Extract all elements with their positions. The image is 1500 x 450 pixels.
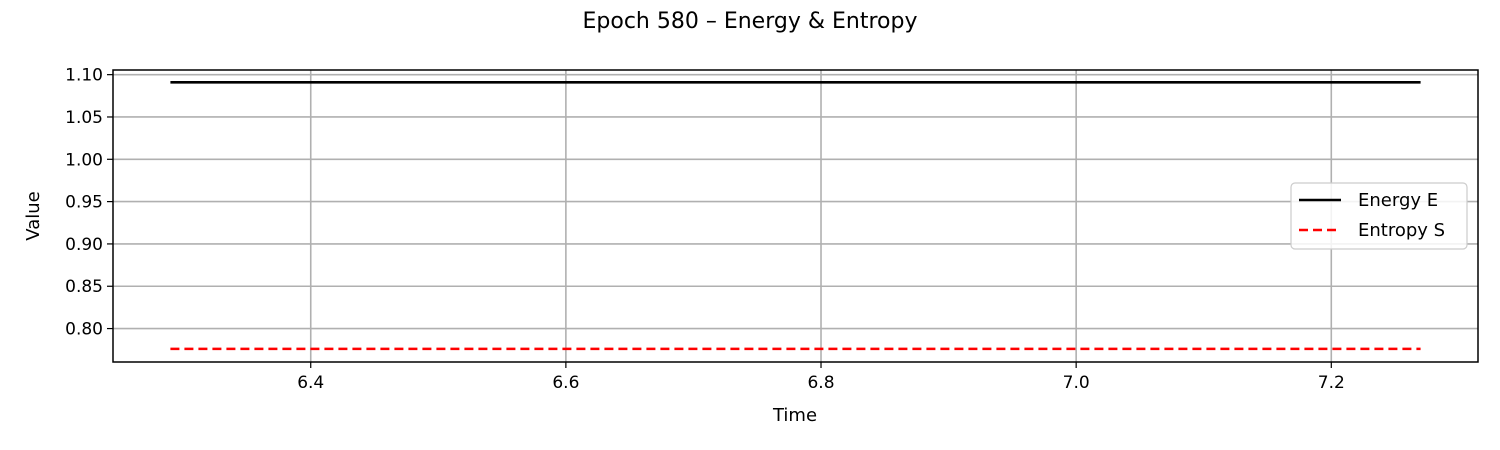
- y-tick-label: 1.00: [65, 150, 103, 170]
- legend-label: Energy E: [1358, 190, 1438, 211]
- y-tick-label: 0.85: [65, 277, 103, 297]
- y-tick-label: 0.90: [65, 235, 103, 255]
- x-axis-label: Time: [772, 405, 817, 426]
- y-axis-label: Value: [23, 191, 44, 240]
- series-layer: [170, 80, 1421, 351]
- y-tick-label: 1.05: [65, 108, 103, 128]
- y-axis: 0.80 0.85 0.90 0.95 1.00 1.05 1.10: [65, 66, 113, 340]
- x-tick-label: 7.2: [1318, 373, 1345, 393]
- legend: Energy E Entropy S: [1290, 182, 1468, 250]
- chart-title: Epoch 580 – Energy & Entropy: [583, 9, 918, 34]
- x-axis: 6.4 6.6 6.8 7.0 7.2: [297, 362, 1345, 393]
- x-tick-label: 6.6: [552, 373, 579, 393]
- x-tick-label: 6.4: [297, 373, 324, 393]
- y-tick-label: 0.95: [65, 193, 103, 213]
- legend-label: Entropy S: [1358, 220, 1445, 241]
- y-tick-label: 1.10: [65, 66, 103, 86]
- y-tick-label: 0.80: [65, 320, 103, 340]
- x-tick-label: 7.0: [1063, 373, 1090, 393]
- grid: [113, 70, 1478, 362]
- x-tick-label: 6.8: [807, 373, 834, 393]
- plot-frame: [112, 69, 1479, 363]
